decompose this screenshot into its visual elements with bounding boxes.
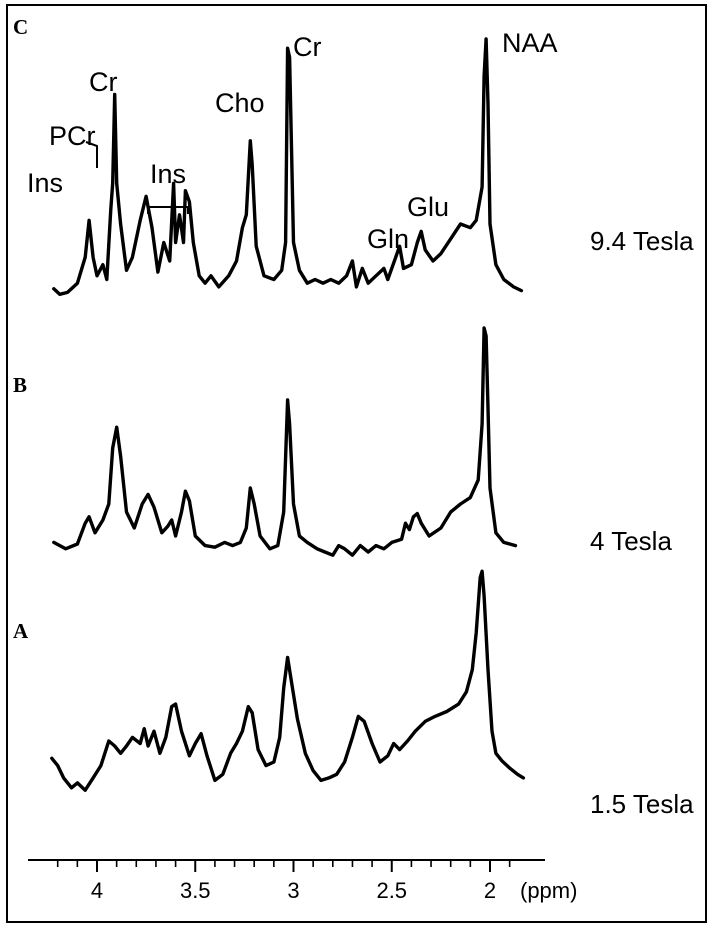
x-axis: (ppm) 4 3.5 3 2.5 2 [28, 859, 577, 903]
field-strength-label-1-5-tesla: 1.5 Tesla [590, 789, 694, 819]
peak-label-cho: Cho [215, 88, 265, 118]
peak-label-ins-left: Ins [27, 168, 63, 198]
panel-b-4-tesla: B 4 Tesla [13, 326, 672, 557]
peak-label-glu: Glu [407, 192, 449, 222]
x-tick-label: 4 [91, 878, 103, 903]
panel-label-b: B [13, 373, 27, 397]
field-strength-label-9-4-tesla: 9.4 Tesla [590, 226, 694, 256]
field-strength-label-4-tesla: 4 Tesla [590, 526, 672, 556]
x-axis-unit-label: (ppm) [520, 878, 577, 903]
panel-a-1-5-tesla: A 1.5 Tesla [13, 569, 694, 819]
peak-label-ins-bracketed: Ins [150, 159, 186, 189]
peak-label-gln: Gln [367, 224, 409, 254]
spectrum-trace-9-4-tesla [52, 37, 524, 296]
x-tick-label: 3 [287, 878, 299, 903]
spectrum-trace-1-5-tesla [50, 569, 526, 792]
peak-label-pcr: PCr [49, 121, 96, 151]
x-tick-label: 2 [484, 878, 496, 903]
panel-label-a: A [13, 619, 29, 643]
figure-frame [6, 4, 707, 923]
spectrum-trace-4-tesla [52, 326, 518, 557]
ins-bracket [147, 206, 189, 214]
pcr-leader-line [85, 141, 98, 168]
x-tick-label: 3.5 [180, 878, 211, 903]
panel-label-c: C [13, 15, 28, 39]
x-tick-label: 2.5 [376, 878, 407, 903]
peak-label-naa: NAA [502, 28, 558, 58]
peak-label-cr-main: Cr [293, 32, 322, 62]
peak-label-cr-left: Cr [89, 67, 118, 97]
panel-c-9-4-tesla: C 9.4 Tesla Ins PCr Cr Ins Cho Cr Gln Gl… [13, 15, 694, 296]
